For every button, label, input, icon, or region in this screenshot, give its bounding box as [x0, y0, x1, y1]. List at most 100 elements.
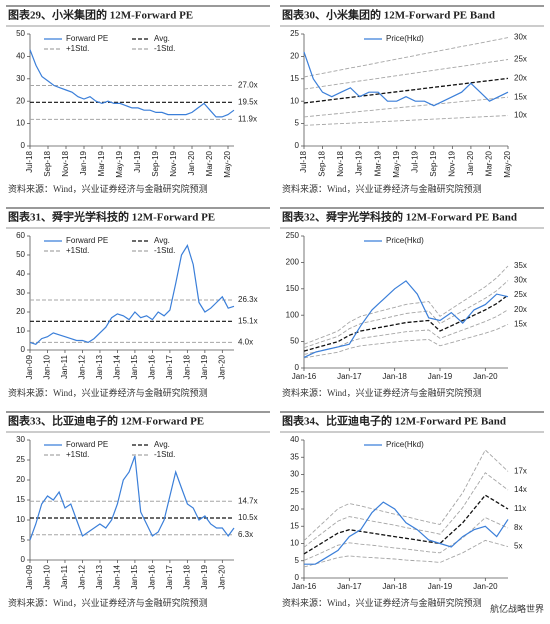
x-tick-label: Nov-18 — [61, 150, 70, 176]
x-tick-label: Nov-18 — [336, 150, 345, 176]
reference-label: 26.3x — [238, 295, 258, 304]
y-tick-label: 50 — [16, 250, 25, 259]
x-tick-label: Jan-12 — [78, 564, 87, 589]
band-label: 25x — [514, 55, 527, 64]
legend-label: +1Std. — [66, 44, 89, 53]
legend-label: Price(Hkd) — [386, 34, 424, 43]
x-tick-label: Jul-18 — [299, 150, 308, 172]
band-label: 25x — [514, 290, 527, 299]
x-tick-label: Jan-20 — [217, 354, 226, 379]
band-line — [303, 517, 509, 561]
band-line — [303, 265, 509, 345]
chart-title: 图表31、舜宇光学科技的 12M-Forward PE — [8, 210, 215, 224]
source-note: 资料来源：Wind，兴业证券经济与金融研究院预测 — [8, 387, 208, 398]
y-tick-label: 250 — [286, 231, 300, 240]
y-tick-label: 10 — [16, 326, 25, 335]
x-tick-label: Sep-18 — [318, 150, 327, 176]
legend-label: -1Std. — [154, 246, 175, 255]
legend-label: -1Std. — [154, 44, 175, 53]
legend-label: +1Std. — [66, 246, 89, 255]
y-tick-label: 40 — [290, 435, 299, 444]
band-label: 20x — [514, 73, 527, 82]
chart-title: 图表29、小米集团的 12M-Forward PE — [8, 8, 193, 22]
x-tick-label: Sep-19 — [151, 150, 160, 176]
y-tick-label: 60 — [16, 231, 25, 240]
x-tick-label: Jan-17 — [165, 354, 174, 379]
x-tick-label: Jul-19 — [133, 150, 142, 172]
chart-title: 图表34、比亚迪电子的 12M-Forward PE Band — [282, 414, 506, 428]
y-tick-label: 10 — [290, 539, 299, 548]
y-tick-label: 15 — [290, 521, 299, 530]
y-tick-label: 40 — [16, 269, 25, 278]
legend-label: Forward PE — [66, 34, 108, 43]
source-note: 资料来源：Wind，兴业证券经济与金融研究院预测 — [282, 183, 482, 194]
reference-label: 15.1x — [238, 316, 258, 325]
x-tick-label: Jan-13 — [95, 354, 104, 379]
x-tick-label: Jan-18 — [182, 564, 191, 589]
x-tick-label: Jul-18 — [25, 150, 34, 172]
y-tick-label: 10 — [290, 96, 299, 105]
source-note: 资料来源：Wind，兴业证券经济与金融研究院预测 — [282, 387, 482, 398]
source-note: 资料来源：Wind，兴业证券经济与金融研究院预测 — [282, 597, 482, 608]
x-tick-label: Jan-20 — [473, 582, 498, 591]
y-tick-label: 5 — [295, 556, 300, 565]
band-label: 14x — [514, 485, 527, 494]
x-tick-label: Jan-10 — [43, 564, 52, 589]
x-tick-label: Jan-20 — [466, 150, 475, 175]
y-tick-label: 20 — [290, 52, 299, 61]
x-tick-label: Jan-09 — [25, 354, 34, 379]
x-tick-label: Jan-09 — [25, 564, 34, 589]
y-tick-label: 20 — [16, 307, 25, 316]
y-tick-label: 10 — [16, 515, 25, 524]
source-note: 资料来源：Wind，兴业证券经济与金融研究院预测 — [8, 183, 208, 194]
y-tick-label: 0 — [21, 141, 26, 150]
y-tick-label: 0 — [21, 345, 26, 354]
band-line — [303, 323, 509, 359]
band-line — [303, 539, 509, 568]
x-tick-label: Jan-10 — [43, 354, 52, 379]
y-tick-label: 150 — [286, 284, 300, 293]
y-tick-label: 50 — [16, 29, 25, 38]
x-tick-label: Jan-17 — [337, 582, 362, 591]
band-line — [303, 280, 509, 349]
series-line — [303, 280, 509, 358]
x-tick-label: Jan-15 — [130, 354, 139, 379]
y-tick-label: 25 — [290, 487, 299, 496]
band-label: 15x — [514, 319, 527, 328]
reference-label: 14.7x — [238, 496, 258, 505]
x-tick-label: Jul-19 — [410, 150, 419, 172]
band-line — [303, 37, 509, 78]
x-tick-label: Nov-19 — [447, 150, 456, 176]
x-tick-label: Mar-20 — [205, 150, 214, 176]
x-tick-label: Jan-20 — [187, 150, 196, 175]
y-tick-label: 15 — [290, 74, 299, 83]
chart-title: 图表32、舜宇光学科技的 12M-Forward PE Band — [282, 210, 517, 224]
band-line — [303, 96, 509, 118]
y-tick-label: 40 — [16, 52, 25, 61]
y-tick-label: 50 — [290, 337, 299, 346]
band-label: 20x — [514, 305, 527, 314]
y-tick-label: 30 — [16, 435, 25, 444]
reference-label: 19.5x — [238, 97, 258, 106]
x-tick-label: Jan-16 — [148, 354, 157, 379]
x-tick-label: Jan-11 — [60, 564, 69, 588]
y-tick-label: 10 — [16, 119, 25, 128]
band-line — [303, 472, 509, 548]
y-tick-label: 100 — [286, 310, 300, 319]
x-tick-label: Jan-20 — [217, 564, 226, 589]
band-label: 35x — [514, 261, 527, 270]
x-tick-label: Jan-18 — [382, 372, 407, 381]
y-tick-label: 35 — [290, 452, 299, 461]
reference-label: 6.3x — [238, 530, 253, 539]
x-tick-label: May-19 — [115, 150, 124, 177]
x-tick-label: Jan-19 — [79, 150, 88, 175]
band-label: 30x — [514, 33, 527, 42]
series-line — [29, 455, 235, 541]
x-tick-label: Jan-16 — [148, 564, 157, 589]
band-line — [303, 494, 509, 555]
band-label: 17x — [514, 467, 527, 476]
x-tick-label: Jan-16 — [292, 582, 317, 591]
y-tick-label: 20 — [290, 504, 299, 513]
legend-label: Avg. — [154, 236, 170, 245]
y-tick-label: 200 — [286, 258, 300, 267]
